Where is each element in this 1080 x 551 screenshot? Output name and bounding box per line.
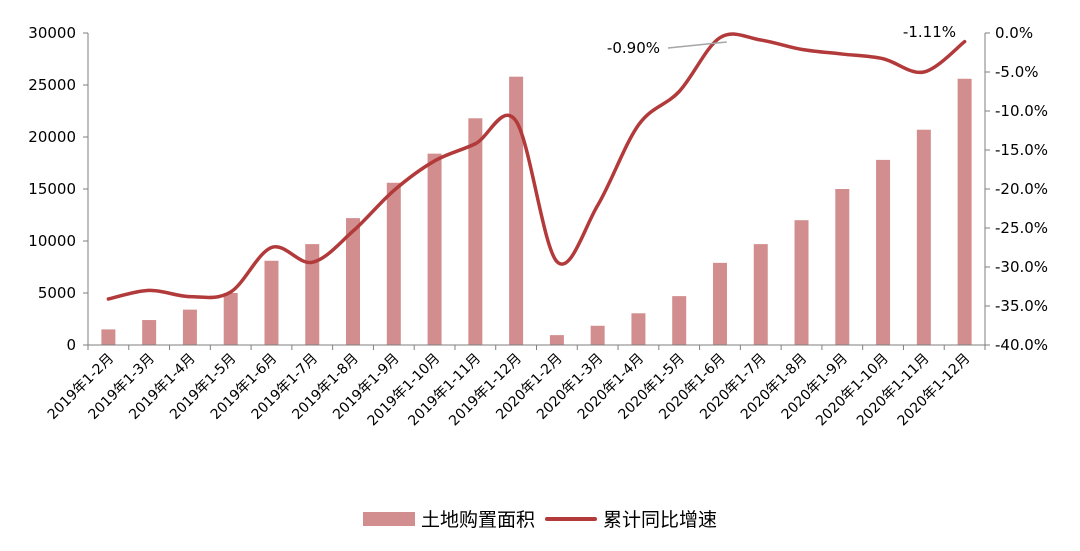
y-right-tick-label: -5.0% [995,63,1039,81]
annotation-leader [667,41,727,49]
legend: 土地购置面积 累计同比增速 [0,505,1080,532]
y-left-tick-label: 15000 [28,180,76,198]
bar [305,244,320,345]
legend-swatch-bar [362,511,415,526]
legend-label-line: 累计同比增速 [603,509,718,531]
bar [590,325,605,345]
x-tick-label: 2020年1-12月 [895,351,974,430]
y-right-tick-label: -20.0% [995,180,1048,198]
y-left-tick-label: 5000 [38,284,76,302]
annotations: -0.90% -1.11% [607,23,956,57]
x-tick-label: 2020年1-11月 [854,351,933,430]
line-path [106,32,967,301]
bar [916,129,931,345]
bar [101,329,116,345]
y-right-tick-label: -10.0% [995,102,1048,120]
bar [509,76,524,346]
bar [672,296,687,345]
chart: 0 5000 10000 15000 20000 25000 30000 -40.0% -35.… [28,23,1048,429]
bar [835,189,850,345]
x-tick-label: 2019年1-12月 [446,351,525,430]
bar [468,118,483,345]
x-tick-label: 2020年1-10月 [813,351,892,430]
bar [957,78,972,345]
legend-item-line: 累计同比增速 [545,505,717,532]
y-right-tick-label: -40.0% [995,336,1048,354]
bar [876,159,891,345]
y-right-tick-label: -35.0% [995,297,1048,315]
legend-item-bar: 土地购置面积 [362,505,535,532]
annotation-label: -1.11% [903,23,956,41]
bar [549,335,564,345]
bar [223,293,238,345]
bar [794,220,809,345]
bar [346,218,361,345]
bar [142,320,157,345]
annotation-label: -0.90% [607,39,660,57]
y-left-tick-label: 25000 [28,76,76,94]
y-left-tick-label: 0 [66,336,76,354]
legend-label-bar: 土地购置面积 [420,509,535,531]
y-left-tick-label: 30000 [28,24,76,42]
y-left-tick-label: 10000 [28,232,76,250]
legend-swatch-line [545,516,597,521]
bar [712,262,727,345]
y-right-tick-label: -15.0% [995,141,1048,159]
x-tick-label: 2019年1-11月 [405,351,484,430]
bar [182,309,197,345]
bar [427,153,442,345]
x-tick-label: 2019年1-10月 [365,351,444,430]
y-right-tick-label: -30.0% [995,258,1048,276]
bar [386,182,401,345]
y-left-tick-label: 20000 [28,128,76,146]
line-series [106,32,967,301]
bar-series [101,76,972,346]
y-right-tick-label: 0.0% [995,24,1033,42]
axes: 0 5000 10000 15000 20000 25000 30000 -40.0% -35.… [28,24,1048,429]
bar [631,313,646,345]
bar [264,260,279,345]
bar [753,244,768,345]
y-right-tick-label: -25.0% [995,219,1048,237]
